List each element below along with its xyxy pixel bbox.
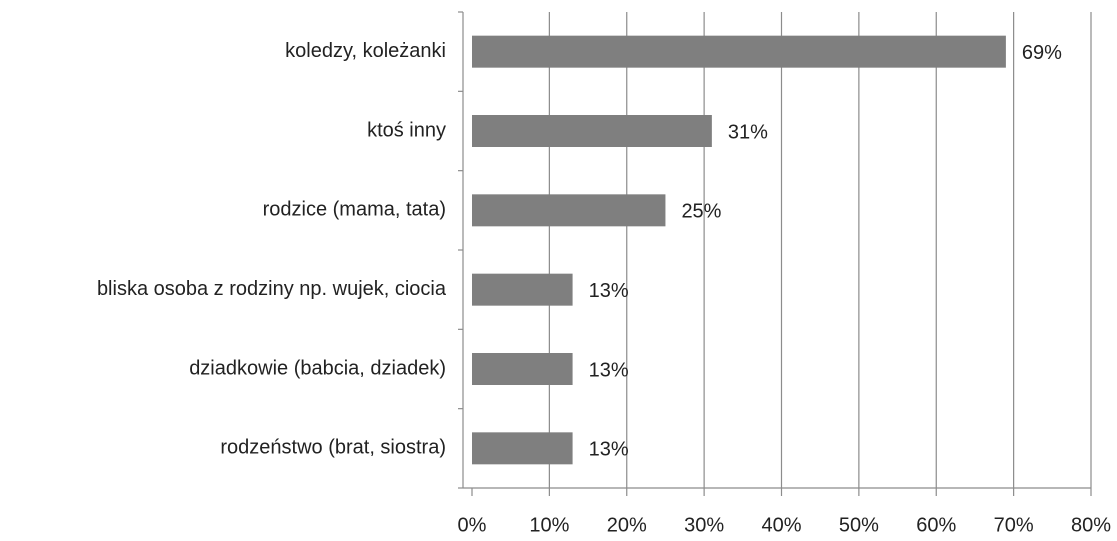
data-label: 13% xyxy=(589,359,629,381)
data-label: 31% xyxy=(728,121,768,143)
x-tick-label: 30% xyxy=(684,514,724,536)
x-tick-label: 10% xyxy=(529,514,569,536)
x-tick-label: 40% xyxy=(761,514,801,536)
y-tick-label: koledzy, koleżanki xyxy=(285,40,446,62)
bar xyxy=(472,194,666,227)
x-tick-label: 70% xyxy=(994,514,1034,536)
bar xyxy=(472,432,573,465)
data-label: 25% xyxy=(681,201,721,223)
x-tick-label: 50% xyxy=(839,514,879,536)
y-tick-label: bliska osoba z rodziny np. wujek, ciocia xyxy=(97,278,447,300)
x-tick-label: 60% xyxy=(916,514,956,536)
bar xyxy=(472,353,573,385)
x-tick-label: 20% xyxy=(607,514,647,536)
y-tick-label: rodzice (mama, tata) xyxy=(263,199,446,221)
bar xyxy=(472,35,1006,68)
bar xyxy=(472,273,573,306)
bar xyxy=(472,115,712,147)
y-tick-label: dziadkowie (babcia, dziadek) xyxy=(189,357,446,379)
y-tick-label: rodzeństwo (brat, siostra) xyxy=(220,437,446,459)
data-label: 13% xyxy=(589,439,629,461)
x-tick-label: 0% xyxy=(458,514,487,536)
x-tick-label: 80% xyxy=(1071,514,1111,536)
data-label: 13% xyxy=(589,280,629,302)
y-tick-label: ktoś inny xyxy=(367,119,446,141)
data-label: 69% xyxy=(1022,42,1062,64)
